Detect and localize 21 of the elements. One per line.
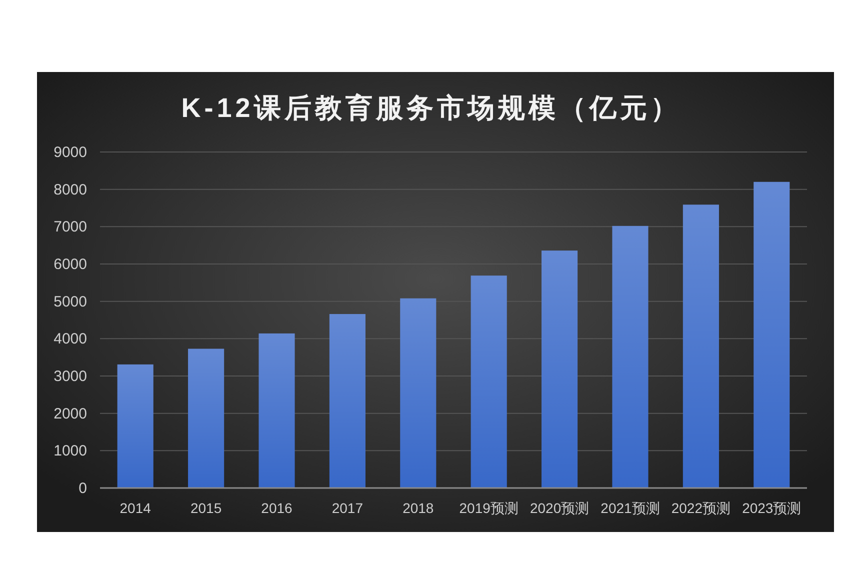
x-tick-label: 2018 (402, 500, 434, 516)
title: K-12课后教育服务市场规模（亿元） (181, 93, 681, 123)
x-tick-label: 2016 (261, 500, 292, 516)
y-tick-label: 5000 (54, 293, 87, 310)
x-tick-label: 2014 (120, 500, 151, 516)
y-tick-label: 6000 (54, 256, 87, 273)
x-tick-label: 2023预测 (742, 500, 802, 516)
y-tick-label: 8000 (54, 181, 87, 198)
y-tick-label: 2000 (54, 405, 87, 422)
x-tick-label: 2015 (190, 500, 222, 516)
y-tick-label: 7000 (54, 218, 87, 236)
x-tick-label: 2021预测 (600, 500, 660, 516)
y-tick-label: 0 (78, 480, 87, 497)
y-tick-label: 4000 (54, 330, 87, 348)
y-tick-label: 3000 (54, 368, 87, 385)
x-tick-label: 2019预测 (459, 500, 518, 516)
y-tick-label: 1000 (54, 442, 87, 460)
x-tick-label: 2020预测 (530, 500, 590, 516)
y-tick-label: 9000 (54, 144, 87, 161)
x-tick-label: 2017 (332, 500, 364, 516)
x-tick-label: 2022预测 (671, 500, 731, 516)
